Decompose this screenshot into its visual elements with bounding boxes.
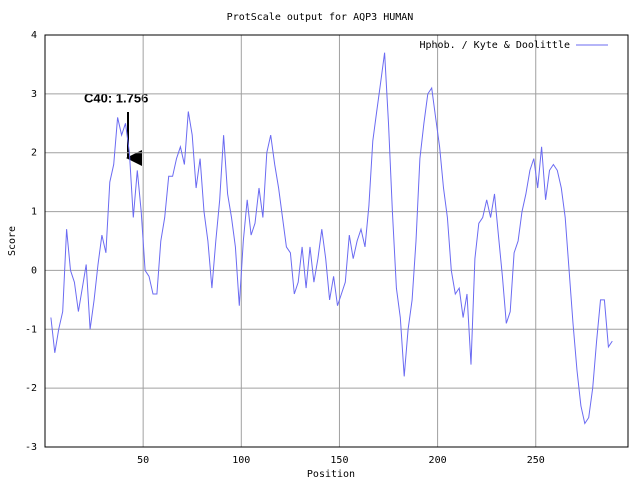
y-tick-label: 0 [31, 265, 37, 276]
y-tick-label: -2 [25, 383, 37, 394]
y-tick-label: 2 [31, 148, 37, 159]
x-axis-label: Position [307, 469, 355, 480]
legend-label: Hphob. / Kyte & Doolittle [419, 40, 570, 51]
x-tick-label: 50 [137, 455, 149, 466]
x-tick-label: 150 [330, 455, 348, 466]
y-axis-label: Score [7, 226, 18, 256]
plot-frame [44, 34, 629, 448]
y-tick-label: 3 [31, 89, 37, 100]
y-tick-label: 4 [31, 30, 37, 41]
y-tick-label: -1 [25, 324, 37, 335]
chart-title: ProtScale output for AQP3 HUMAN [227, 12, 414, 23]
y-tick-label: 1 [31, 207, 37, 218]
annotation: C40: 1.756 [84, 90, 148, 105]
y-tick-label: -3 [25, 442, 37, 453]
x-tick-label: 100 [232, 455, 250, 466]
x-tick-label: 250 [527, 455, 545, 466]
x-tick-label: 200 [429, 455, 447, 466]
data-line [50, 52, 613, 425]
